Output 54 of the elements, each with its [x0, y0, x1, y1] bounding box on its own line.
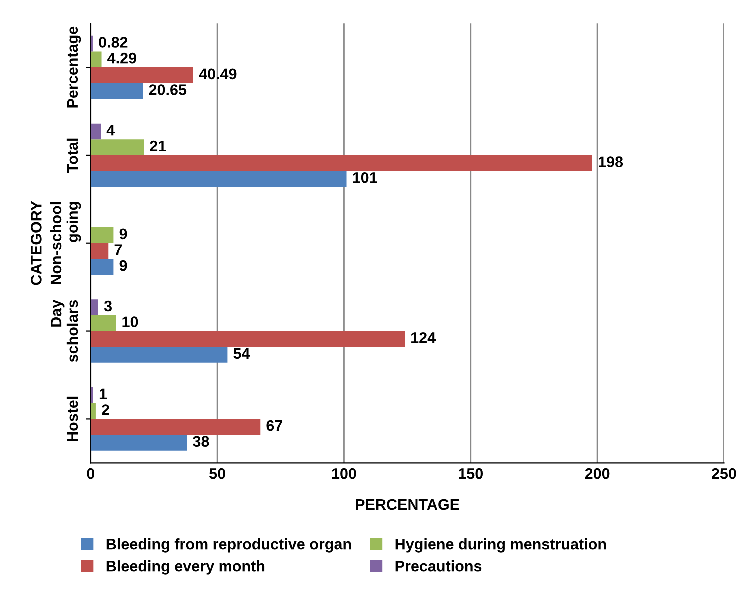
legend-label: Bleeding from reproductive organ: [106, 538, 352, 553]
bar: [90, 315, 116, 332]
bar: [90, 300, 98, 316]
data-label: 1: [100, 388, 108, 400]
legend-label: Hygiene during menstruation: [396, 538, 606, 553]
y-tick-label: Total: [66, 138, 78, 173]
data-label: 9: [120, 260, 128, 272]
bar: [90, 124, 102, 140]
data-label: 101: [353, 172, 378, 184]
bar: [90, 155, 592, 172]
data-label: 198: [599, 156, 624, 168]
y-tick-label: Percentage: [67, 26, 82, 108]
bar: [90, 228, 114, 244]
data-label: 10: [122, 316, 138, 328]
data-label: 124: [412, 332, 436, 344]
bar: [90, 52, 102, 68]
bar: [90, 68, 194, 84]
bar: [90, 403, 96, 420]
bar: [90, 83, 144, 100]
y-tick-label: Day scholars: [51, 300, 78, 362]
legend-label: Precautions: [396, 560, 482, 572]
x-tick-label: 150: [459, 468, 484, 480]
data-label: 0.82: [99, 37, 128, 48]
bar: [90, 243, 109, 260]
data-label: 4.29: [108, 52, 136, 64]
x-tick-label: 100: [332, 468, 356, 480]
y-tick-label: Non-school going: [50, 202, 82, 284]
x-axis-title: PERCENTAGE: [356, 499, 460, 510]
bar: [90, 331, 406, 348]
bar: [90, 419, 261, 436]
bar: [90, 388, 94, 404]
data-label: 54: [234, 348, 250, 360]
x-tick-label: 200: [585, 468, 610, 480]
data-label: 9: [120, 228, 128, 240]
bar: [90, 347, 228, 363]
y-tick-label: Hostel: [66, 396, 78, 442]
data-label: 4: [106, 125, 115, 136]
data-label: 7: [114, 244, 122, 256]
x-tick-label: 250: [712, 468, 736, 480]
bar: [90, 259, 114, 276]
data-label: 21: [150, 140, 166, 152]
data-label: 2: [102, 404, 110, 416]
y-axis-title: CATEGORY: [31, 201, 42, 286]
bar: [90, 435, 188, 451]
data-label: 38: [193, 436, 210, 448]
bar: [90, 140, 144, 156]
data-label: 67: [266, 420, 283, 432]
x-tick-label: 0: [87, 468, 95, 480]
data-label: 3: [104, 300, 112, 312]
legend-label: Bleeding every month: [106, 560, 265, 575]
data-label: 40.49: [199, 68, 237, 80]
x-tick-label: 50: [210, 468, 226, 480]
data-label: 20.65: [149, 84, 187, 96]
bar: [90, 171, 347, 188]
